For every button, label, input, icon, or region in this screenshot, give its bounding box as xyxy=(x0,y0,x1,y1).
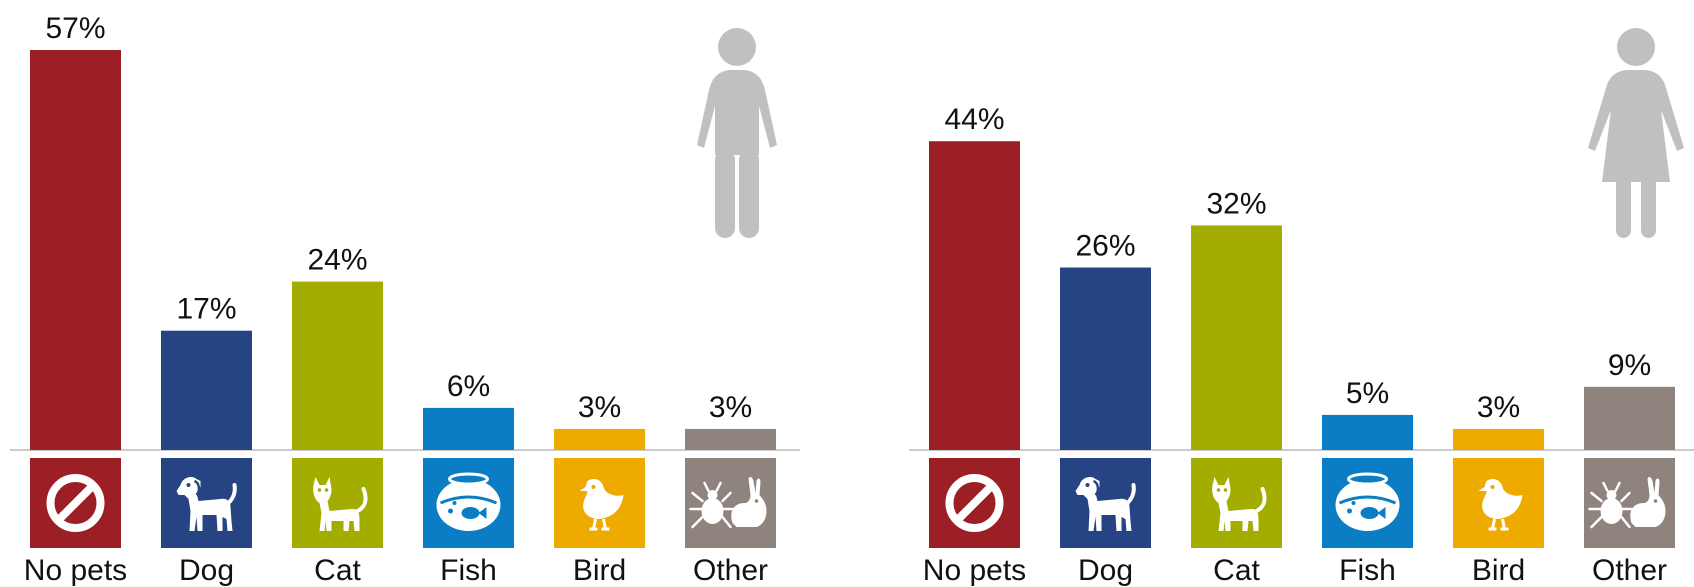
value-label: 9% xyxy=(1608,349,1651,382)
bar-cat xyxy=(1191,225,1282,450)
no-pets-icon xyxy=(46,474,105,532)
tick-and-rabbit-icon xyxy=(689,476,767,529)
chart-panel-2: 44% No pets 26% Dog 32% Cat 5% Fish 3% Bird 9% Othe… xyxy=(909,28,1694,587)
category-label: Other xyxy=(693,554,768,587)
value-label: 24% xyxy=(307,244,367,277)
man-icon xyxy=(697,28,777,238)
value-label: 3% xyxy=(709,391,752,424)
category-tile xyxy=(292,458,383,548)
category-label: Cat xyxy=(1213,554,1260,587)
category-tile xyxy=(161,458,252,548)
value-label: 57% xyxy=(45,12,105,45)
bar-fish xyxy=(423,407,514,450)
bar-other xyxy=(685,428,776,450)
value-label: 3% xyxy=(578,391,621,424)
category-tile xyxy=(554,458,645,548)
category-tile xyxy=(1191,458,1282,548)
category-label: Fish xyxy=(1339,554,1396,587)
value-label: 32% xyxy=(1206,187,1266,220)
bar-other xyxy=(1584,386,1675,450)
bird-icon xyxy=(579,479,624,531)
category-label: Bird xyxy=(573,554,626,587)
value-label: 17% xyxy=(176,293,236,326)
chart-panel-1: 57% No pets 17% Dog 24% Cat 6% Fish 3% Bird 3% Othe… xyxy=(10,12,800,587)
bird-icon xyxy=(1478,479,1523,531)
cat-icon xyxy=(313,477,368,531)
category-label: Bird xyxy=(1472,554,1525,587)
category-tile xyxy=(1584,458,1675,548)
category-label: Cat xyxy=(314,554,361,587)
bar-bird xyxy=(554,428,645,450)
fishbowl-icon xyxy=(1335,472,1400,531)
category-label: Fish xyxy=(440,554,497,587)
bar-bird xyxy=(1453,428,1544,450)
category-label: Dog xyxy=(179,554,234,587)
dog-icon xyxy=(176,477,237,531)
category-tile xyxy=(685,458,776,548)
tick-and-rabbit-icon xyxy=(1588,476,1666,529)
bar-fish xyxy=(1322,414,1413,450)
category-tile xyxy=(423,458,514,548)
no-pets-icon xyxy=(945,474,1004,532)
value-label: 6% xyxy=(447,370,490,403)
bar-cat xyxy=(292,281,383,450)
bar-dog xyxy=(1060,267,1151,450)
value-label: 26% xyxy=(1075,230,1135,263)
bar-dog xyxy=(161,330,252,450)
category-tile xyxy=(1453,458,1544,548)
bar-no-pets xyxy=(30,50,121,450)
value-label: 44% xyxy=(944,103,1004,136)
category-label: Other xyxy=(1592,554,1667,587)
value-label: 5% xyxy=(1346,377,1389,410)
woman-icon xyxy=(1588,28,1684,238)
cat-icon xyxy=(1212,477,1267,531)
category-label: Dog xyxy=(1078,554,1133,587)
category-label: No pets xyxy=(923,554,1026,587)
category-label: No pets xyxy=(24,554,127,587)
category-tile xyxy=(929,458,1020,548)
category-tile xyxy=(1060,458,1151,548)
category-tile xyxy=(30,458,121,548)
value-label: 3% xyxy=(1477,391,1520,424)
fishbowl-icon xyxy=(436,472,501,531)
dog-icon xyxy=(1075,477,1136,531)
category-tile xyxy=(1322,458,1413,548)
bar-no-pets xyxy=(929,141,1020,450)
